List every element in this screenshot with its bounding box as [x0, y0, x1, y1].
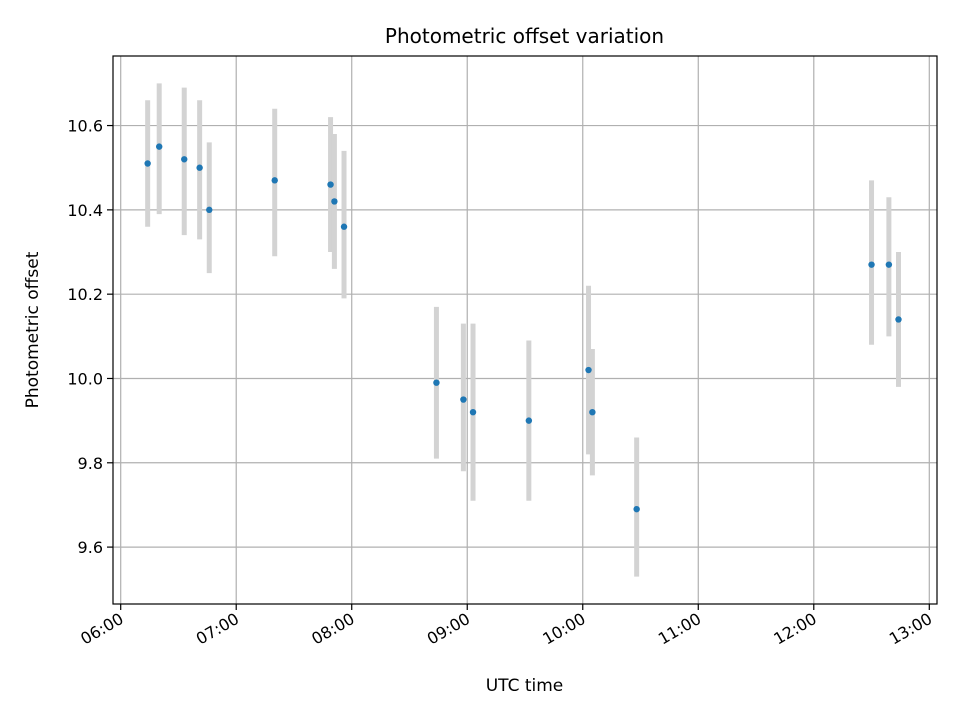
data-point	[331, 198, 338, 205]
data-point	[585, 366, 592, 374]
data-point	[460, 396, 467, 403]
x-tick-label: 10:00	[539, 609, 588, 649]
x-tick-label: 06:00	[77, 609, 126, 649]
data-point	[327, 181, 334, 188]
data-point	[196, 164, 203, 171]
data-point	[144, 160, 151, 167]
x-tick-label: 09:00	[424, 609, 473, 649]
data-point	[895, 316, 902, 323]
y-tick-label: 10.4	[67, 201, 103, 220]
data-point	[633, 505, 640, 513]
plot-area	[113, 56, 937, 604]
plot-frame	[112, 55, 938, 605]
y-tick-label: 10.6	[67, 117, 103, 136]
x-tick-label: 12:00	[770, 609, 819, 649]
y-tick-label: 9.8	[78, 454, 103, 473]
x-axis-label: UTC time	[486, 676, 564, 696]
x-tick-label: 08:00	[308, 609, 357, 649]
x-tick-label: 11:00	[655, 609, 704, 649]
data-point	[206, 206, 213, 214]
x-tick-label: 13:00	[886, 609, 935, 649]
data-point	[340, 223, 348, 230]
data-point	[271, 177, 278, 184]
data-point	[181, 156, 188, 163]
y-tick-label: 10.0	[67, 369, 103, 388]
y-axis-label: Photometric offset	[23, 251, 43, 408]
data-point	[868, 261, 875, 268]
chart-title: Photometric offset variation	[385, 24, 664, 48]
data-point	[525, 417, 533, 424]
data-point	[589, 409, 596, 416]
x-tick-label: 07:00	[193, 609, 242, 649]
data-point	[433, 379, 440, 386]
data-point	[156, 143, 163, 150]
y-tick-label: 9.6	[78, 538, 103, 557]
data-point	[469, 409, 477, 416]
y-tick-label: 10.2	[67, 285, 103, 304]
data-point	[885, 261, 893, 268]
